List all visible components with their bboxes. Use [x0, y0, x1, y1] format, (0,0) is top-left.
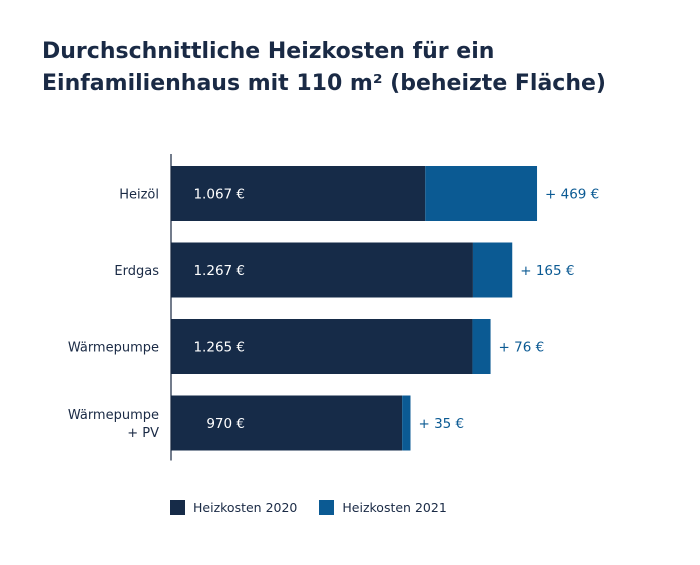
- category-label: + PV: [127, 426, 159, 441]
- data-label-2020: 1.267 €: [193, 263, 245, 279]
- chart-title: Durchschnittliche Heizkosten für ein Ein…: [42, 36, 662, 100]
- bar-2020: [171, 319, 473, 374]
- legend-label-2021: Heizkosten 2021: [342, 500, 447, 515]
- data-label-2021: + 165 €: [520, 263, 574, 279]
- chart-legend: Heizkosten 2020 Heizkosten 2021: [170, 500, 447, 515]
- legend-swatch-2021: [319, 500, 335, 515]
- data-label-2021: + 35 €: [418, 416, 464, 432]
- bar-2020: [171, 395, 403, 451]
- chart-title-line-1: Durchschnittliche Heizkosten für ein: [42, 39, 495, 64]
- data-label-2020: 970 €: [206, 416, 245, 432]
- category-label: Erdgas: [114, 264, 159, 279]
- data-label-2021: + 76 €: [499, 340, 545, 356]
- bar-2021: [402, 395, 411, 451]
- plot-area: 1.067 € + 469 € Heizöl 1.267 € + 165 € Erdgas…: [68, 154, 599, 461]
- legend-label-2020: Heizkosten 2020: [193, 500, 298, 515]
- bar-2020: [171, 166, 426, 221]
- data-label-2020: 1.265 €: [193, 340, 245, 356]
- bar-2021: [472, 242, 513, 298]
- category-label: Heizöl: [119, 188, 159, 203]
- legend-item-2021: Heizkosten 2021: [319, 500, 447, 515]
- data-label-2021: + 469 €: [545, 187, 599, 203]
- legend-item-2020: Heizkosten 2020: [170, 500, 297, 515]
- chart-title-line-2: Einfamilienhaus mit 110 m² (beheizte Flä…: [42, 71, 606, 96]
- category-label: Wärmepumpe: [68, 408, 159, 423]
- bar-2020: [171, 242, 473, 298]
- data-label-2020: 1.067 €: [193, 187, 245, 203]
- category-label: Wärmepumpe: [68, 341, 159, 356]
- bar-2021: [472, 319, 491, 374]
- bar-2021: [425, 166, 538, 221]
- legend-swatch-2020: [170, 500, 185, 515]
